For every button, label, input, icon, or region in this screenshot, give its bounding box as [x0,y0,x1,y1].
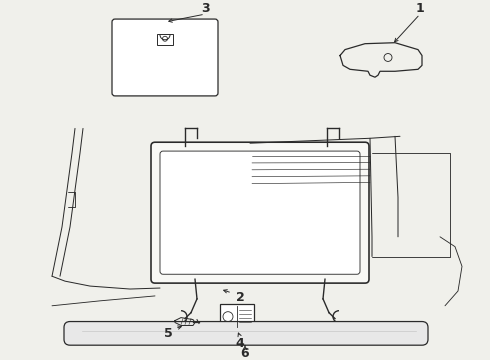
Text: 4: 4 [236,337,245,350]
Bar [157,34,173,45]
Text: 5: 5 [164,327,172,340]
Bar [220,304,254,329]
Text: 6: 6 [241,347,249,360]
FancyBboxPatch shape [112,19,218,96]
Text: 3: 3 [201,2,209,15]
Text: 1: 1 [416,2,424,15]
FancyBboxPatch shape [160,151,360,274]
FancyBboxPatch shape [151,142,369,283]
FancyBboxPatch shape [64,321,428,345]
Text: 2: 2 [236,291,245,305]
